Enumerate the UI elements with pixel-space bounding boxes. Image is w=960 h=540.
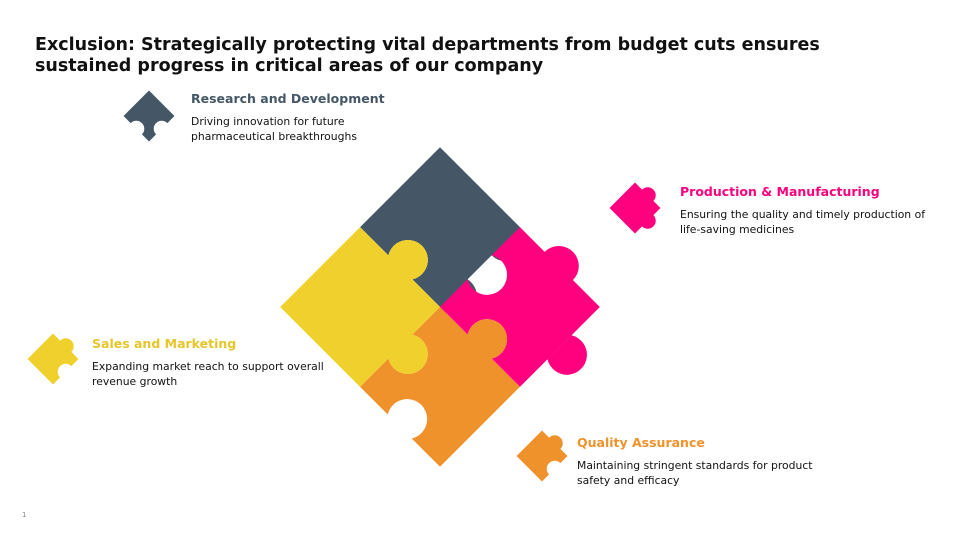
puzzle-piece-pm — [440, 227, 600, 387]
department-description: Driving innovation for future pharmaceut… — [191, 115, 357, 143]
department-description: Maintaining stringent standards for prod… — [577, 459, 813, 487]
department-title: Quality Assurance — [577, 435, 705, 450]
page-number: 1 — [22, 511, 27, 519]
department-description: Expanding market reach to support overal… — [92, 360, 324, 388]
slide-title: Exclusion: Strategically protecting vita… — [35, 35, 820, 76]
department-title: Sales and Marketing — [92, 336, 237, 351]
department-sm: Sales and Marketing Expanding market rea… — [92, 336, 342, 389]
puzzle-piece-icon — [123, 90, 175, 142]
department-qa: Quality Assurance Maintaining stringent … — [577, 435, 822, 488]
puzzle-piece-rd — [360, 147, 526, 317]
department-title: Production & Manufacturing — [680, 184, 880, 199]
puzzle-piece-icon — [516, 430, 568, 482]
puzzle-piece-icon — [609, 182, 661, 234]
department-pm: Production & Manufacturing Ensuring the … — [680, 184, 942, 237]
department-title: Research and Development — [191, 91, 385, 106]
department-description: Ensuring the quality and timely producti… — [680, 208, 925, 236]
puzzle-piece-icon — [27, 333, 79, 385]
department-rd: Research and Development Driving innovat… — [191, 91, 391, 144]
